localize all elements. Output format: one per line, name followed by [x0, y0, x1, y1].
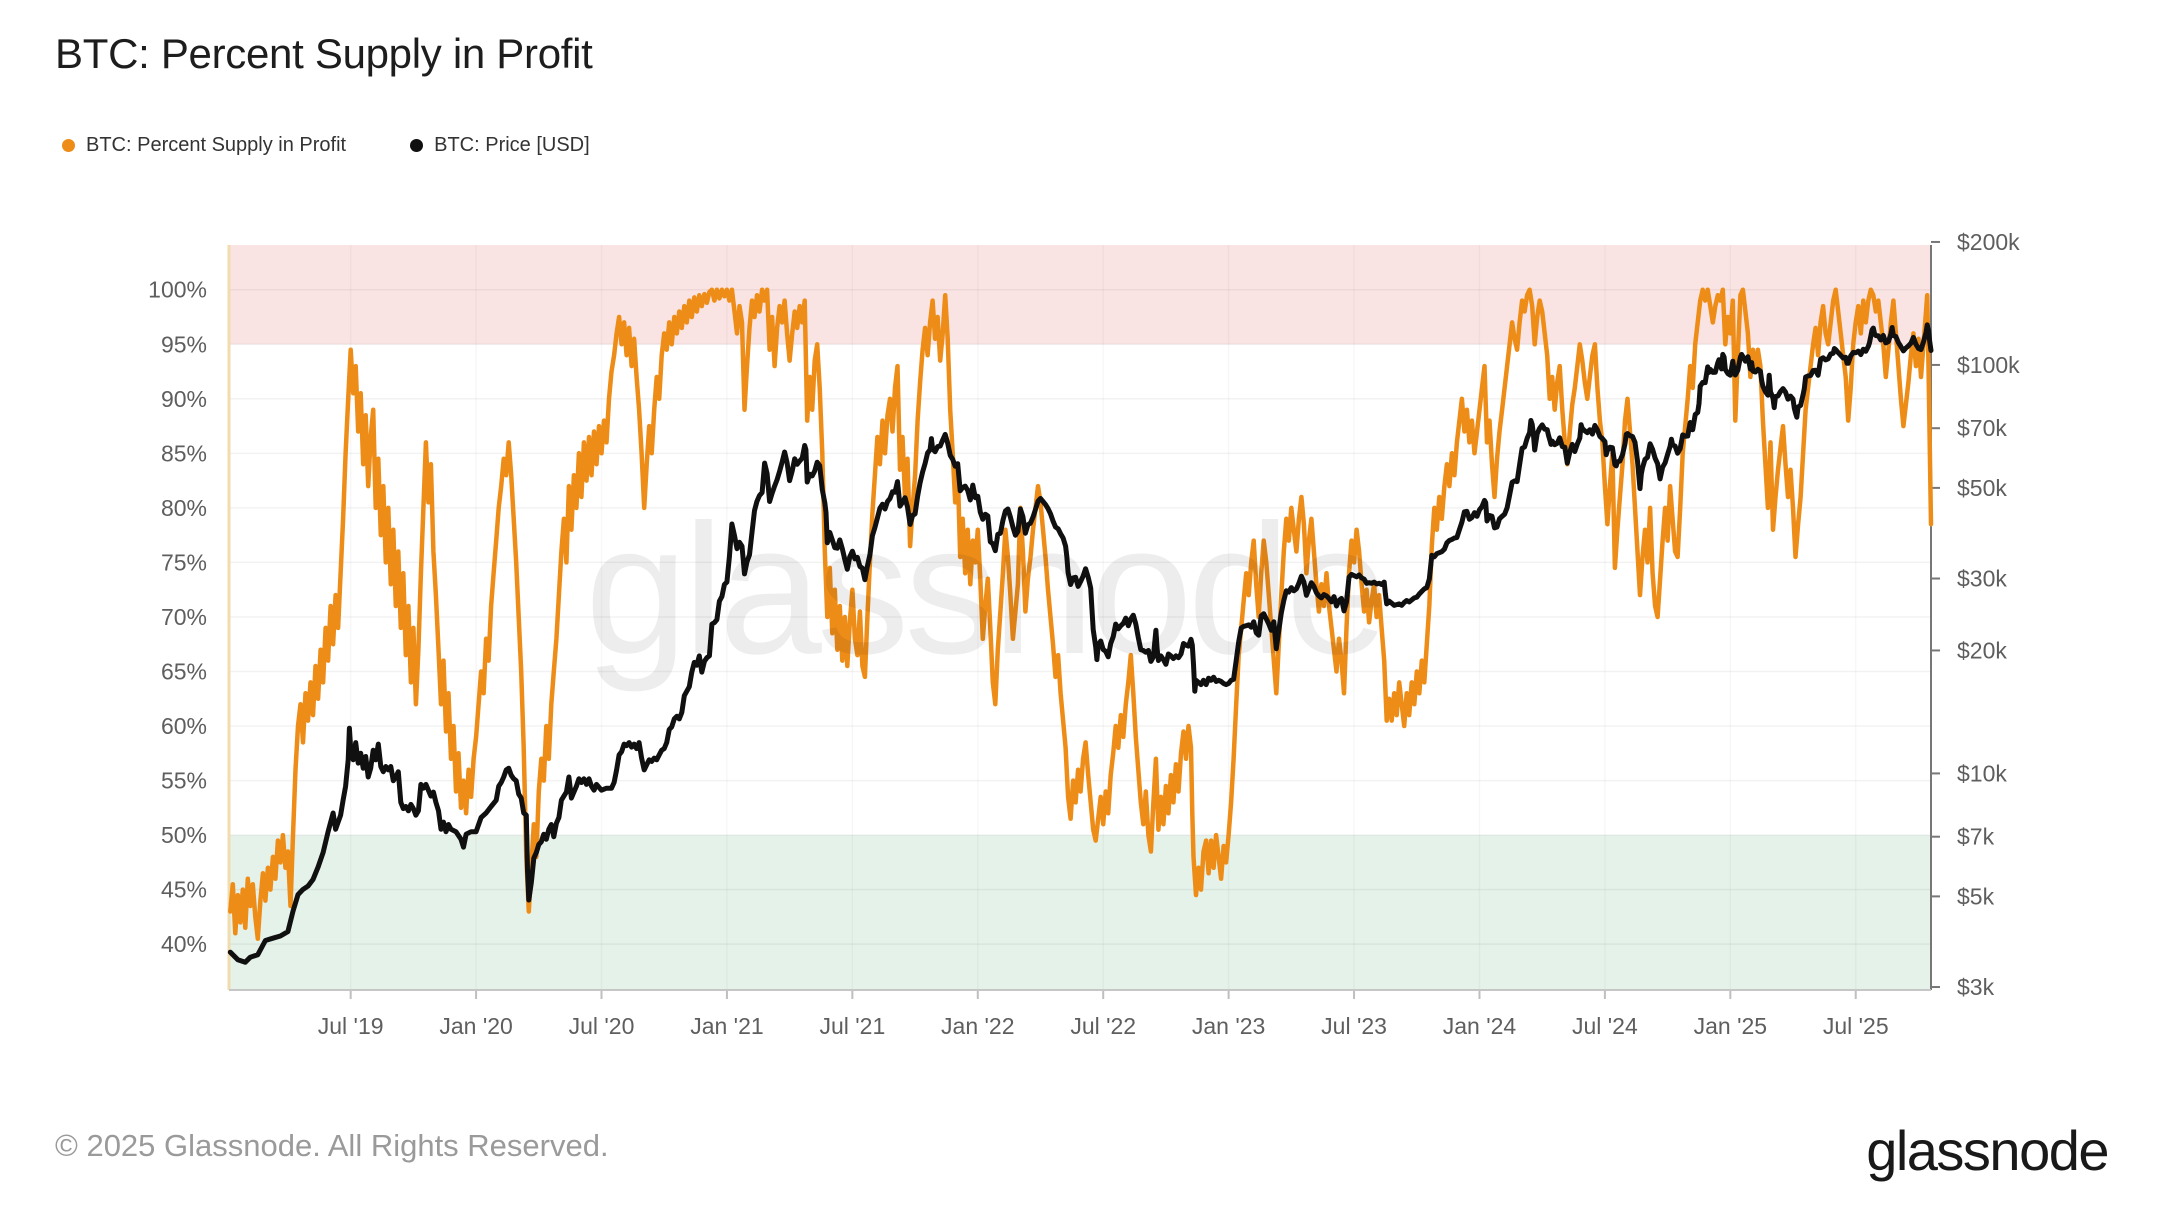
y-right-tick-label: $70k [1957, 415, 2007, 441]
x-tick-label: Jan '20 [439, 1013, 512, 1039]
y-left-tick-label: 100% [148, 277, 207, 303]
y-left-tick-label: 45% [161, 877, 207, 903]
y-left-tick-label: 75% [161, 549, 207, 575]
y-left-tick-label: 95% [161, 331, 207, 357]
x-tick-label: Jan '22 [941, 1013, 1014, 1039]
glassnode-logo: glassnode [1866, 1119, 2109, 1182]
y-right-tick-label: $3k [1957, 974, 1995, 1000]
y-left-tick-label: 65% [161, 658, 207, 684]
copyright-text: © 2025 Glassnode. All Rights Reserved. [55, 1128, 609, 1163]
x-tick-label: Jan '24 [1443, 1013, 1517, 1039]
legend-label-price-usd: BTC: Price [USD] [434, 134, 590, 156]
legend-item-price-usd[interactable]: BTC: Price [USD] [410, 134, 590, 157]
x-tick-label: Jan '25 [1694, 1013, 1767, 1039]
x-tick-label: Jul '24 [1572, 1013, 1638, 1039]
high-profit-zone-band [229, 245, 1931, 345]
y-right-tick-label: $50k [1957, 475, 2007, 501]
x-tick-label: Jul '22 [1070, 1013, 1136, 1039]
y-right-tick-label: $200k [1957, 229, 2020, 255]
y-left-tick-label: 40% [161, 931, 207, 957]
y-right-tick-label: $20k [1957, 637, 2007, 663]
legend-marker-orange-dot-icon [62, 139, 75, 152]
x-tick-label: Jul '23 [1321, 1013, 1387, 1039]
y-left-tick-label: 55% [161, 768, 207, 794]
y-right-tick-label: $100k [1957, 352, 2020, 378]
y-left-tick-label: 60% [161, 713, 207, 739]
y-left-tick-label: 90% [161, 386, 207, 412]
y-right-tick-label: $5k [1957, 883, 1995, 909]
x-tick-label: Jul '19 [318, 1013, 384, 1039]
legend-marker-black-dot-icon [410, 139, 424, 152]
legend-label-percent-supply-in-profit: BTC: Percent Supply in Profit [86, 134, 347, 156]
x-tick-label: Jan '21 [690, 1013, 763, 1039]
x-tick-label: Jul '20 [569, 1013, 635, 1039]
low-profit-zone-band [229, 835, 1931, 990]
x-tick-label: Jul '25 [1823, 1013, 1889, 1039]
y-right-tick-label: $10k [1957, 760, 2007, 786]
y-right-tick-label: $7k [1957, 824, 1995, 850]
series-percent-supply-in-profit [228, 287, 1934, 941]
legend: BTC: Percent Supply in Profit BTC: Price… [62, 134, 590, 157]
page-title: BTC: Percent Supply in Profit [55, 30, 593, 77]
series-price-usd [227, 322, 1934, 965]
legend-item-percent-supply-in-profit[interactable]: BTC: Percent Supply in Profit [62, 134, 346, 157]
x-tick-label: Jan '23 [1192, 1013, 1265, 1039]
y-left-tick-label: 85% [161, 440, 207, 466]
y-left-tick-label: 70% [161, 604, 207, 630]
y-left-tick-label: 80% [161, 495, 207, 521]
y-right-tick-label: $30k [1957, 566, 2007, 592]
x-tick-label: Jul '21 [819, 1013, 885, 1039]
y-left-tick-label: 50% [161, 822, 207, 848]
